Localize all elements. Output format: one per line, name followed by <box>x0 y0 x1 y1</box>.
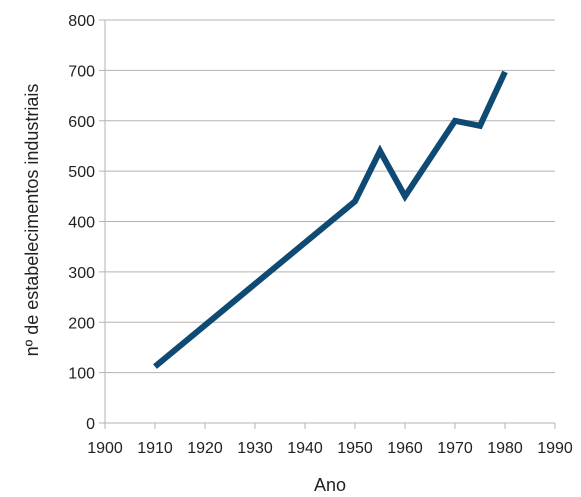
x-tick-label: 1950 <box>337 440 373 457</box>
x-tick-label: 1960 <box>387 440 423 457</box>
y-tick-label: 0 <box>86 416 95 433</box>
grid-layer <box>105 19 555 374</box>
x-tick-label: 1980 <box>487 440 523 457</box>
y-tick-label: 100 <box>68 366 95 383</box>
y-tick-label: 200 <box>68 315 95 332</box>
y-tick-label: 500 <box>68 164 95 181</box>
x-tick-label: 1970 <box>437 440 473 457</box>
x-tick-label: 1920 <box>187 440 223 457</box>
x-tick-label: 1900 <box>87 440 123 457</box>
y-axis-title: nº de estabelecimentos industriais <box>22 84 42 357</box>
x-axis-title: Ano <box>314 475 346 495</box>
y-tick-label: 400 <box>68 215 95 232</box>
series-layer <box>153 70 508 369</box>
y-tick-label: 700 <box>68 63 95 80</box>
x-tick-label: 1910 <box>137 440 173 457</box>
axes-layer <box>99 19 556 429</box>
x-tick-label: 1930 <box>237 440 273 457</box>
series-line <box>153 70 508 369</box>
ticks-layer: 0 100 200 300 400 500 600 700 800 1900 1910 1920 193… <box>68 13 573 457</box>
y-tick-label: 600 <box>68 114 95 131</box>
x-tick-label: 1990 <box>537 440 573 457</box>
y-tick-label: 800 <box>68 13 95 30</box>
y-tick-label: 300 <box>68 265 95 282</box>
x-tick-label: 1940 <box>287 440 323 457</box>
